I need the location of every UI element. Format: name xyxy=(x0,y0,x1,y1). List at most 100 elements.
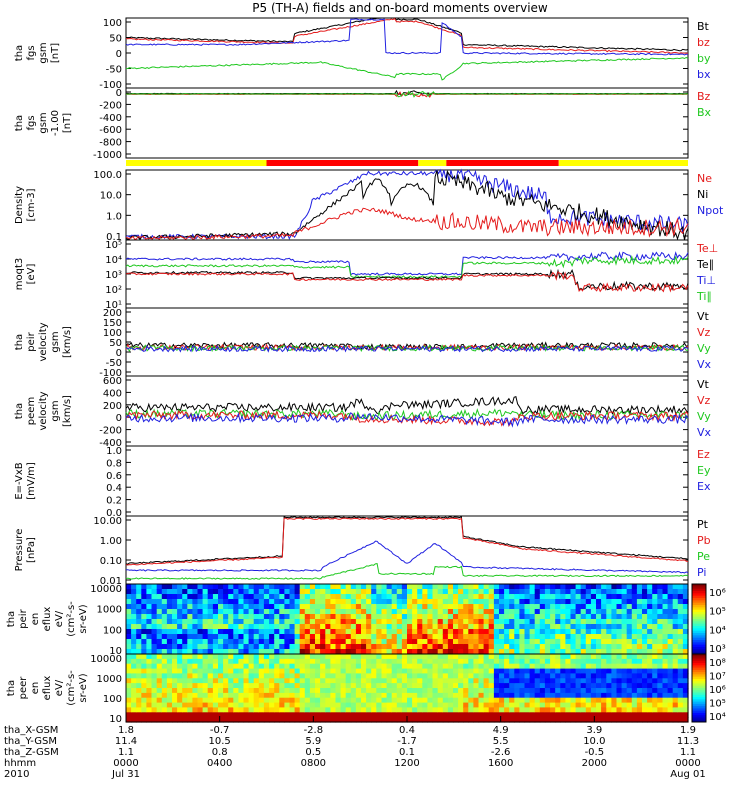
spectrogram-cell xyxy=(345,658,352,665)
spectrogram-cell xyxy=(488,649,495,655)
spectrogram-cell xyxy=(601,692,607,699)
spectrogram-cell xyxy=(601,702,607,709)
spectrogram-cell xyxy=(218,614,224,620)
legend-entry: Vz xyxy=(697,394,711,407)
spectrogram-cell xyxy=(565,599,572,605)
spectrogram-cell xyxy=(432,683,439,689)
spectrogram-cell xyxy=(228,589,234,595)
spectrogram-cell xyxy=(677,629,684,635)
spectrogram-cell xyxy=(284,717,291,723)
spectrogram-cell xyxy=(309,663,316,670)
spectrogram-cell xyxy=(233,678,239,684)
spectrogram-cell xyxy=(218,654,224,660)
spectrogram-cell xyxy=(197,629,204,635)
spectrogram-cell xyxy=(304,658,311,665)
spectrogram-cell xyxy=(621,609,628,615)
spectrogram-cell xyxy=(488,644,495,650)
spectrogram-cell xyxy=(580,697,587,704)
spectrogram-cell xyxy=(284,702,291,709)
y-axis-label: velocity xyxy=(38,391,49,430)
spectrogram-cell xyxy=(361,707,367,713)
colorbar-cell xyxy=(692,701,706,705)
spectrogram-cell xyxy=(662,654,669,660)
spectrogram-cell xyxy=(580,584,587,590)
spectrogram-cell xyxy=(304,619,311,625)
spectrogram-cell xyxy=(304,589,311,595)
spectrogram-cell xyxy=(647,673,653,679)
spectrogram-cell xyxy=(453,604,459,610)
spectrogram-cell xyxy=(335,624,342,630)
spectrogram-cell xyxy=(151,707,158,713)
spectrogram-cell xyxy=(166,629,173,635)
spectrogram-cell xyxy=(172,654,178,660)
spectrogram-cell xyxy=(207,619,214,625)
spectrogram-cell xyxy=(631,678,638,684)
spectrogram-cell xyxy=(544,619,551,625)
spectrogram-cell xyxy=(560,589,566,595)
x-tick-label: -2.6 xyxy=(491,747,511,758)
spectrogram-cell xyxy=(361,678,367,684)
spectrogram-cell xyxy=(657,658,663,665)
spectrogram-cell xyxy=(621,654,628,660)
spectrogram-cell xyxy=(192,692,199,699)
spectrogram-cell xyxy=(488,639,495,645)
spectrogram-cell xyxy=(570,609,577,615)
spectrogram-cell xyxy=(504,589,510,595)
spectrogram-cell xyxy=(514,663,520,670)
spectrogram-cell xyxy=(355,688,362,694)
spectrogram-cell xyxy=(682,702,689,709)
spectrogram-cell xyxy=(361,604,367,610)
x-tick-label: 0400 xyxy=(207,758,232,769)
spectrogram-cell xyxy=(442,629,449,635)
spectrogram-cell xyxy=(447,702,454,709)
spectrogram-cell xyxy=(590,594,597,600)
spectrogram-cell xyxy=(509,697,515,704)
spectrogram-cell xyxy=(616,584,623,590)
spectrogram-cell xyxy=(258,604,265,610)
spectrogram-cell xyxy=(432,594,439,600)
spectrogram-cell xyxy=(504,639,510,645)
spectrogram-cell xyxy=(233,692,239,699)
spectrogram-cell xyxy=(493,634,500,640)
spectrogram-cell xyxy=(534,658,541,665)
colorbar-cell xyxy=(692,628,706,632)
spectrogram-cell xyxy=(667,707,674,713)
spectrogram-cell xyxy=(156,634,163,640)
spectrogram-cell xyxy=(539,702,546,709)
spectrogram-cell xyxy=(437,683,444,689)
spectrogram-cell xyxy=(320,712,326,718)
spectrogram-cell xyxy=(258,678,265,684)
spectrogram-cell xyxy=(458,678,464,684)
spectrogram-cell xyxy=(647,712,653,718)
spectrogram-cell xyxy=(463,629,469,635)
spectrogram-cell xyxy=(263,584,270,590)
spectrogram-cell xyxy=(238,614,245,620)
spectrogram-cell xyxy=(580,688,587,694)
spectrogram-cell xyxy=(453,624,459,630)
spectrogram-cell xyxy=(146,609,153,615)
spectrogram-cell xyxy=(381,609,388,615)
spectrogram-cell xyxy=(550,609,556,615)
spectrogram-cell xyxy=(218,697,224,704)
spectrogram-cell xyxy=(468,707,474,713)
spectrogram-cell xyxy=(212,619,219,625)
spectrogram-cell xyxy=(473,619,480,625)
spectrogram-cell xyxy=(575,717,582,723)
y-axis-label: tha xyxy=(14,403,25,419)
spectrogram-cell xyxy=(207,639,214,645)
spectrogram-cell xyxy=(126,584,132,590)
spectrogram-cell xyxy=(192,683,199,689)
spectrogram-cell xyxy=(499,614,505,620)
spectrogram-cell xyxy=(550,717,556,723)
y-axis-label: peer xyxy=(18,676,29,700)
spectrogram-cell xyxy=(248,589,255,595)
spectrogram-cell xyxy=(417,619,423,625)
spectrogram-cell xyxy=(330,707,337,713)
spectrogram-cell xyxy=(488,619,495,625)
spectrogram-cell xyxy=(284,649,291,655)
spectrogram-cell xyxy=(478,707,485,713)
y-tick-label: 0.6 xyxy=(106,471,122,482)
spectrogram-cell xyxy=(524,697,531,704)
spectrogram-cell xyxy=(396,634,403,640)
